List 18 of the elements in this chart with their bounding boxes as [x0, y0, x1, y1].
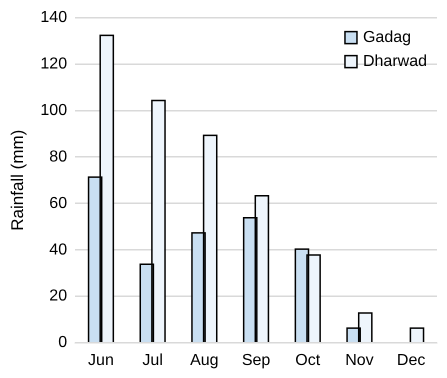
x-tick-label: Aug [190, 352, 219, 369]
y-tick-label: 100 [40, 102, 68, 119]
y-tick-label: 0 [58, 334, 68, 352]
x-tick-label: Nov [345, 352, 374, 369]
y-tick-label: 20 [49, 288, 68, 305]
y-tick-label: 140 [40, 9, 68, 26]
y-tick-label: 80 [49, 148, 68, 166]
y-tick-label: 60 [49, 194, 68, 212]
x-tick-label: Dec [396, 352, 426, 369]
x-tick-label: Jul [142, 352, 163, 369]
x-tick-label: Sep [242, 352, 270, 369]
y-axis-title: Rainfall (mm) [8, 130, 27, 231]
y-tick-label: 120 [40, 55, 68, 72]
y-tick-label: 40 [49, 241, 68, 258]
x-tick-label: Oct [295, 352, 321, 369]
legend-label: Gadag [362, 29, 412, 46]
legend-label: Dharwad [362, 53, 427, 70]
x-tick-label: Jun [88, 352, 114, 369]
